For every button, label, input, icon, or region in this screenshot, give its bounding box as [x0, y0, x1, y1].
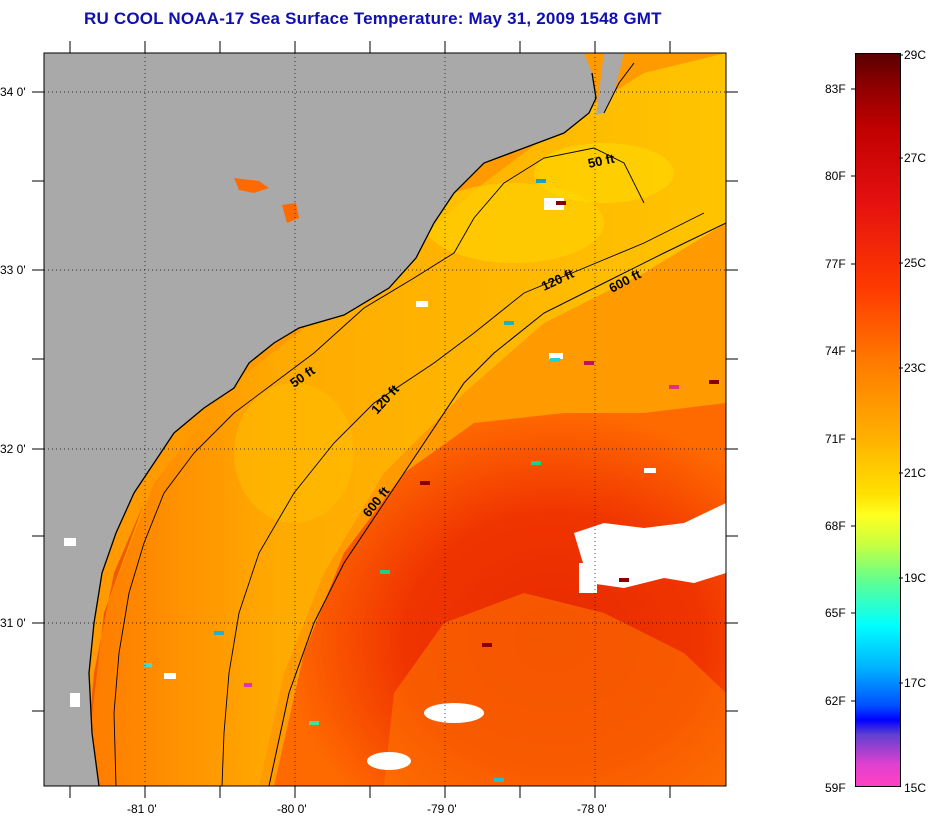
colorbar-label-74f: 74F — [825, 344, 846, 358]
colorbar-label-68f: 68F — [825, 519, 846, 533]
lat-label-32: 32 0' — [0, 442, 26, 456]
colorbar-label-83f: 83F — [825, 82, 846, 96]
chart-title: RU COOL NOAA-17 Sea Surface Temperature:… — [84, 9, 662, 28]
colorbar-label-29c: 29C — [904, 48, 927, 62]
colorbar-label-80f: 80F — [825, 169, 846, 183]
colorbar-label-25c: 25C — [904, 256, 927, 270]
temperature-colorbar — [855, 53, 901, 787]
colorbar-label-17c: 17C — [904, 676, 927, 690]
colorbar-label-27c: 27C — [904, 151, 927, 165]
colorbar-label-23c: 23C — [904, 361, 927, 375]
lon-label-78: -78 0' — [577, 802, 607, 816]
colorbar-label-65f: 65F — [825, 606, 846, 620]
lon-label-81: -81 0' — [127, 802, 157, 816]
lon-label-79: -79 0' — [427, 802, 457, 816]
colorbar-label-21c: 21C — [904, 466, 927, 480]
colorbar-label-59f: 59F — [825, 781, 846, 795]
colorbar-label-15c: 15C — [904, 781, 927, 795]
colorbar-label-77f: 77F — [825, 257, 846, 271]
lat-label-34: 34 0' — [0, 85, 26, 99]
lat-label-31: 31 0' — [0, 616, 26, 630]
lon-label-80: -80 0' — [277, 802, 307, 816]
colorbar-label-62f: 62F — [825, 694, 846, 708]
colorbar-label-71f: 71F — [825, 432, 846, 446]
colorbar-label-19c: 19C — [904, 571, 927, 585]
lat-label-33: 33 0' — [0, 263, 26, 277]
